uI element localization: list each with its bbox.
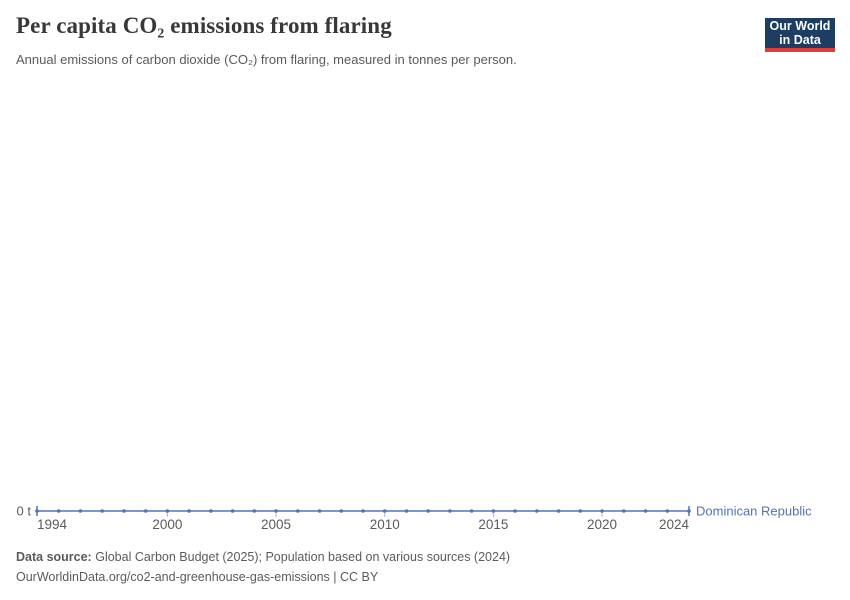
data-point[interactable] <box>426 509 431 513</box>
data-point[interactable] <box>296 509 300 513</box>
data-point[interactable] <box>187 509 191 513</box>
chart-footer: Data source: Global Carbon Budget (2025)… <box>16 547 510 587</box>
data-point[interactable] <box>100 509 104 513</box>
data-point[interactable] <box>382 509 387 513</box>
page-title: Per capita CO₂ emissions from flaring <box>16 13 392 38</box>
x-tick-label: 1994 <box>37 517 68 532</box>
owid-logo-line2: in Data <box>779 33 821 47</box>
chart-subtitle: Annual emissions of carbon dioxide (CO₂)… <box>16 52 517 67</box>
data-point[interactable] <box>556 509 561 513</box>
data-point[interactable] <box>600 509 604 513</box>
data-source-line: Data source: Global Carbon Budget (2025)… <box>16 547 510 567</box>
data-point[interactable] <box>317 509 322 513</box>
owid-logo-line1: Our World <box>769 18 831 33</box>
data-point[interactable] <box>122 509 126 513</box>
attribution-line: OurWorldinData.org/co2-and-greenhouse-ga… <box>16 570 379 584</box>
data-source-label: Data source: <box>16 550 92 564</box>
data-point[interactable] <box>78 509 83 513</box>
owid-logo[interactable]: Our World in Data <box>765 18 835 52</box>
data-point[interactable] <box>687 509 691 513</box>
data-source-text: Global Carbon Budget (2025); Population … <box>95 550 511 564</box>
data-point[interactable] <box>469 509 474 513</box>
data-point[interactable] <box>448 509 452 513</box>
data-point[interactable] <box>165 509 170 513</box>
x-tick-label: 2015 <box>478 517 508 532</box>
data-point[interactable] <box>361 509 365 513</box>
data-point[interactable] <box>622 509 626 513</box>
x-tick-label: 2024 <box>659 517 690 532</box>
data-point[interactable] <box>578 509 583 513</box>
x-tick-label: 2005 <box>261 517 291 532</box>
x-tick-label: 2000 <box>152 517 182 532</box>
x-tick-label: 2020 <box>587 517 617 532</box>
data-point[interactable] <box>404 509 409 513</box>
data-point[interactable] <box>665 509 670 513</box>
data-point[interactable] <box>491 509 496 513</box>
data-point[interactable] <box>339 509 344 513</box>
series-label[interactable]: Dominican Republic <box>696 504 812 519</box>
data-point[interactable] <box>535 509 539 513</box>
data-point[interactable] <box>513 509 517 513</box>
data-point[interactable] <box>643 509 648 513</box>
x-tick-label: 2010 <box>370 517 400 532</box>
data-point[interactable] <box>252 509 257 513</box>
data-point[interactable] <box>143 509 148 513</box>
data-point[interactable] <box>230 509 235 513</box>
data-point[interactable] <box>35 509 39 513</box>
data-point[interactable] <box>209 509 213 513</box>
data-point[interactable] <box>274 509 278 513</box>
y-tick-label: 0 t <box>17 504 32 519</box>
data-point[interactable] <box>56 509 61 513</box>
